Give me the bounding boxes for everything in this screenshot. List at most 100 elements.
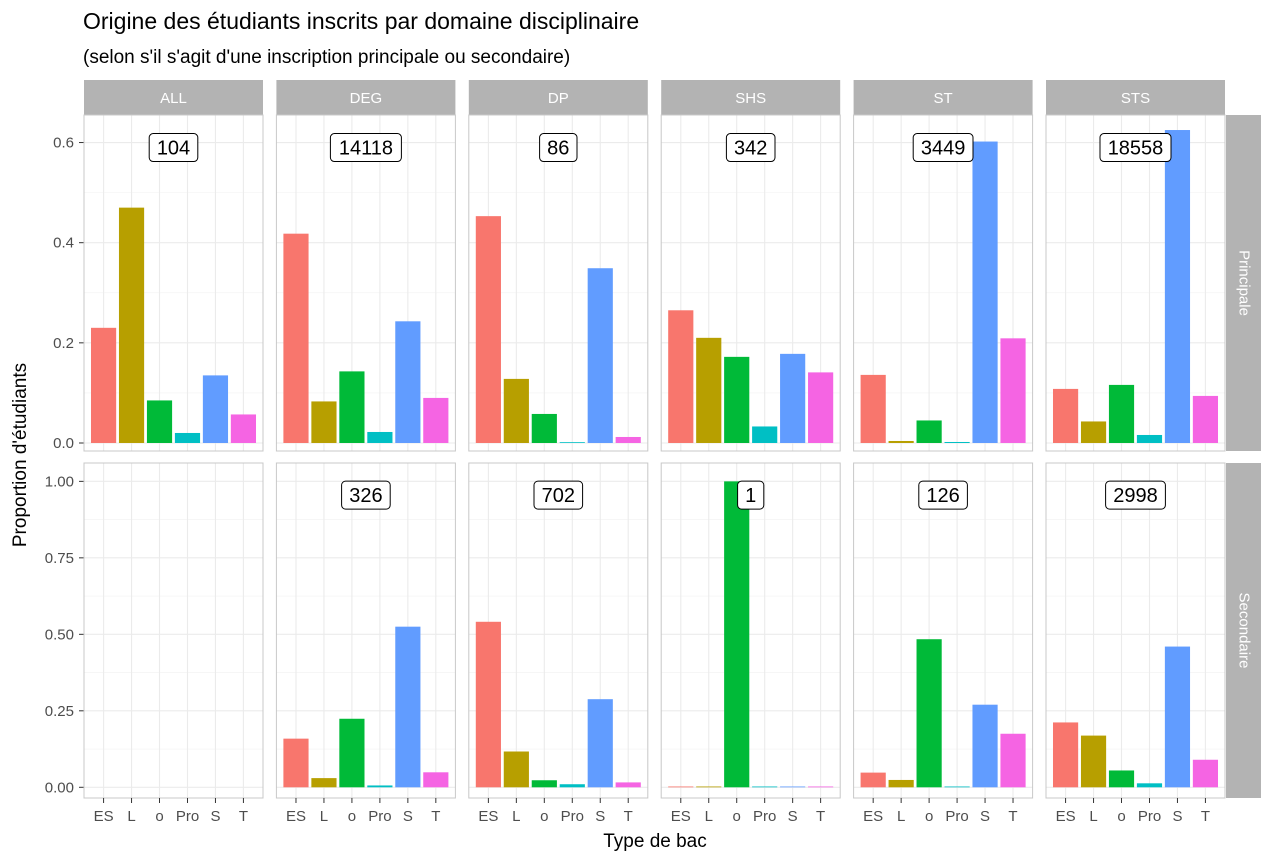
- strip-label-shs: SHS: [735, 90, 766, 107]
- bar-t: [1192, 395, 1219, 443]
- count-label: 126: [918, 480, 968, 510]
- x-tick-label: S: [1172, 808, 1182, 825]
- bar-s: [587, 268, 613, 443]
- row-strip-bg-principale: [1226, 115, 1261, 451]
- strip-sts: [1046, 80, 1225, 115]
- count-label: 3449: [912, 133, 974, 163]
- count-label: 86: [539, 133, 578, 163]
- bar-pro: [944, 441, 970, 443]
- count-label-box: [148, 133, 199, 163]
- x-tick-label: S: [788, 808, 798, 825]
- bar-s: [780, 786, 806, 788]
- y-tick-label: 0.4: [53, 235, 74, 252]
- count-label-text: 18558: [1108, 138, 1164, 160]
- count-label: 702: [533, 480, 584, 510]
- bar-s: [395, 321, 421, 443]
- count-label: 14118: [329, 133, 402, 163]
- strip-shs: [661, 80, 841, 115]
- count-label-box: [329, 133, 402, 163]
- count-label-text: 1: [745, 485, 756, 507]
- bar-t: [1192, 759, 1219, 788]
- strip-dp: [468, 80, 648, 115]
- x-tick-label: T: [239, 808, 248, 825]
- count-label-box: [539, 133, 578, 163]
- y-tick-label: 0.25: [45, 703, 74, 720]
- bar-pro: [944, 786, 970, 788]
- y-tick-label: 0.0: [53, 435, 74, 452]
- panel-secondaire-all: [83, 462, 264, 799]
- x-tick-label: o: [925, 808, 933, 825]
- bar-es: [283, 738, 309, 788]
- x-tick-label: L: [512, 808, 520, 825]
- bar-l: [696, 337, 722, 443]
- bar-s: [1164, 130, 1191, 443]
- bar-o: [1108, 770, 1135, 788]
- x-tick-label: T: [1008, 808, 1017, 825]
- count-label-text: 104: [157, 138, 190, 160]
- bar-s: [972, 704, 998, 788]
- x-tick-label: ES: [286, 808, 306, 825]
- panel-secondaire-deg: 326: [275, 462, 456, 799]
- count-label: 1: [737, 480, 765, 510]
- bar-t: [423, 397, 449, 443]
- count-label: 104: [148, 133, 199, 163]
- count-label-box: [737, 480, 765, 510]
- bar-o: [531, 413, 557, 443]
- count-label: 18558: [1099, 133, 1172, 163]
- x-tick-label: T: [816, 808, 825, 825]
- bar-o: [724, 481, 750, 788]
- bar-l: [311, 778, 337, 788]
- x-axis-title: Type de bac: [603, 831, 707, 852]
- bar-l: [118, 207, 145, 443]
- bar-l: [888, 440, 914, 443]
- panel-principale-dp: 86: [468, 114, 649, 452]
- bar-o: [531, 780, 557, 788]
- bar-l: [503, 378, 529, 443]
- bar-pro: [752, 426, 778, 443]
- x-tick-label: ES: [671, 808, 691, 825]
- panel-border: [275, 114, 456, 452]
- y-tick-label: 0.6: [53, 135, 74, 152]
- panel-border: [468, 462, 649, 799]
- bar-t: [808, 786, 834, 788]
- strip-label-sts: STS: [1121, 90, 1150, 107]
- bar-l: [1080, 735, 1107, 788]
- bar-es: [475, 216, 501, 443]
- panel-secondaire-dp: 702: [468, 462, 649, 799]
- count-label-text: 702: [542, 485, 575, 507]
- bar-s: [587, 699, 613, 788]
- bar-es: [860, 374, 886, 443]
- x-tick-label: ES: [478, 808, 498, 825]
- count-label-text: 126: [926, 485, 959, 507]
- row-strip-secondaire: Secondaire: [1226, 463, 1261, 798]
- x-tick-label: L: [127, 808, 135, 825]
- count-label-text: 2998: [1113, 485, 1158, 507]
- x-tick-label: ES: [94, 808, 114, 825]
- x-tick-label: S: [210, 808, 220, 825]
- bar-t: [423, 772, 449, 788]
- strip-st: [853, 80, 1033, 115]
- bar-t: [1000, 338, 1026, 443]
- bar-es: [668, 310, 694, 443]
- panel-border: [83, 114, 264, 452]
- x-tick-label: L: [897, 808, 905, 825]
- bar-l: [503, 751, 529, 788]
- panel-principale-deg: 14118: [275, 114, 456, 452]
- count-label-text: 14118: [339, 138, 393, 160]
- bar-s: [780, 353, 806, 443]
- bar-l: [696, 786, 722, 788]
- bar-pro: [752, 786, 778, 788]
- y-tick-label: 0.50: [45, 626, 74, 643]
- bar-s: [202, 375, 229, 443]
- x-tick-label: Pro: [176, 808, 199, 825]
- count-label-box: [725, 133, 776, 163]
- x-tick-label: Pro: [1138, 808, 1161, 825]
- row-strip-label-secondaire: Secondaire: [1236, 593, 1253, 669]
- chart-subtitle: (selon s'il s'agit d'une inscription pri…: [83, 47, 570, 68]
- count-label-box: [912, 133, 974, 163]
- bar-pro: [367, 785, 393, 788]
- bar-es: [668, 786, 694, 788]
- bar-pro: [1136, 434, 1163, 443]
